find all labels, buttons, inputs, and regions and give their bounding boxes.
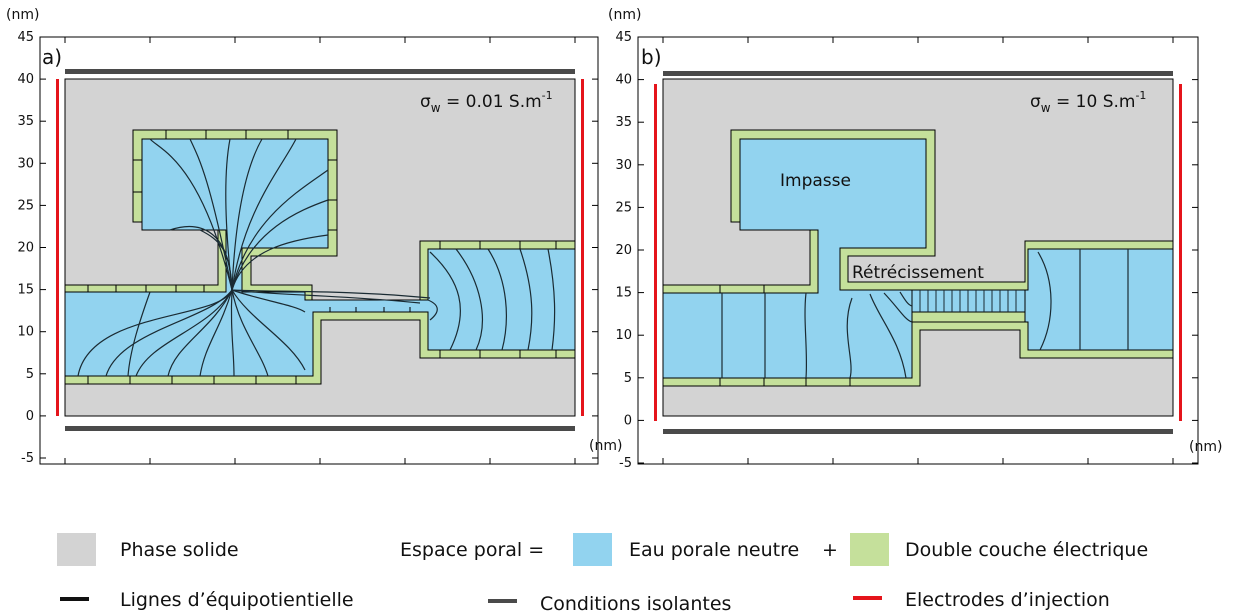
legend-water-swatch (573, 533, 612, 566)
panel-a-label: a) (42, 45, 62, 69)
panel-b-label: b) (641, 45, 662, 69)
y-tick-label: 40 (615, 73, 632, 88)
y-tick-label: 0 (26, 409, 34, 424)
panel-a-insulating-top (65, 69, 575, 74)
legend-solid-label: Phase solide (120, 539, 239, 561)
y-tick-label: 10 (615, 328, 632, 343)
panel-a-electrode-left (56, 79, 59, 416)
x-tick-label: 0 (61, 469, 69, 470)
x-tick-label: 50 (1080, 469, 1097, 470)
panel-a-conductivity: σw = 0.01 S.m-1 (420, 89, 553, 115)
y-tick-label: 25 (17, 198, 34, 213)
legend-insulating-swatch (488, 599, 517, 603)
legend: Phase solide Espace poral = Eau porale n… (57, 533, 1148, 614)
x-tick-label: 50 (482, 469, 499, 470)
panel-b-equipotential-lines (721, 249, 1129, 379)
legend-plus: + (822, 539, 838, 561)
x-tick-label: 30 (312, 469, 329, 470)
panel-a-layer-ticks (87, 130, 557, 384)
y-tick-label: 45 (17, 30, 34, 45)
y-tick-label: 20 (615, 243, 632, 258)
panel-b: (nm) (nm) b) σw = 10 S.m-1 Impasse Rétré… (608, 7, 1222, 470)
x-tick-label: 40 (397, 469, 414, 470)
legend-pore-space-label: Espace poral = (400, 539, 544, 561)
panel-b-conductivity: σw = 10 S.m-1 (1030, 89, 1146, 115)
x-tick-label: 60 (1165, 469, 1182, 470)
y-tick-label: 20 (17, 241, 34, 256)
y-tick-label: 15 (17, 283, 34, 298)
panel-a-electrode-right (581, 79, 584, 416)
y-tick-label: -5 (619, 456, 632, 470)
y-tick-label: 35 (17, 114, 34, 129)
panel-b-dead-end-label: Impasse (780, 171, 851, 191)
y-tick-label: 5 (624, 371, 632, 386)
y-tick-label: 5 (26, 367, 34, 382)
x-tick-label: 0 (659, 469, 667, 470)
legend-double-layer-swatch (850, 533, 889, 566)
panel-a-tick-labels: 0 10 20 30 40 50 60 -5 0 5 10 15 20 25 30 35 40 45 (17, 30, 583, 470)
panel-b-constriction-label: Rétrécissement (852, 263, 984, 283)
y-tick-label: -5 (21, 451, 34, 466)
panel-b-x-unit: (nm) (1189, 439, 1222, 455)
panel-b-insulating-bottom (663, 429, 1173, 434)
panel-a: (nm) (nm) a) σw = 0.01 S.m-1 01020304050… (6, 7, 622, 470)
legend-insulating-label: Conditions isolantes (540, 593, 731, 614)
legend-equipotential-swatch (60, 597, 89, 601)
y-tick-label: 30 (615, 158, 632, 173)
panel-a-equipotential-lines (77, 138, 556, 377)
legend-equipotential-label: Lignes d’équipotientielle (120, 589, 354, 611)
panel-b-electrode-right (1179, 84, 1182, 421)
y-tick-label: 0 (624, 413, 632, 428)
x-tick-label: 10 (142, 469, 159, 470)
panel-b-constriction-layer (911, 311, 1026, 323)
panel-a-insulating-bottom (65, 426, 575, 431)
panel-a-pore-water (64, 138, 576, 377)
y-tick-label: 30 (17, 156, 34, 171)
y-tick-label: 40 (17, 72, 34, 87)
legend-electrode-swatch (853, 596, 882, 600)
x-tick-label: 20 (227, 469, 244, 470)
panel-b-constriction-lines (919, 290, 1017, 312)
figure: (nm) (nm) a) σw = 0.01 S.m-1 01020304050… (6, 7, 1222, 470)
x-tick-label: 40 (995, 469, 1012, 470)
panel-b-insulating-top (663, 71, 1173, 76)
panel-b-tick-labels: 0 10 20 30 40 50 60 -5 0 5 10 15 20 25 30 35 40 45 (615, 30, 1181, 470)
y-tick-label: 15 (615, 286, 632, 301)
x-tick-label: 30 (910, 469, 927, 470)
y-tick-label: 10 (17, 325, 34, 340)
y-tick-label: 35 (615, 115, 632, 130)
panel-b-axis-ticks (638, 36, 1198, 464)
y-tick-label: 45 (615, 30, 632, 45)
legend-solid-swatch (57, 533, 96, 566)
panel-a-x-unit: (nm) (589, 438, 622, 454)
legend-water-label: Eau porale neutre (629, 539, 799, 561)
panel-a-y-unit: (nm) (6, 7, 39, 23)
panel-b-electrode-left (654, 84, 657, 421)
x-tick-label: 60 (567, 469, 584, 470)
panel-b-layer-ticks (719, 285, 851, 386)
panel-a-axis-ticks (40, 36, 598, 464)
y-tick-label: 25 (615, 200, 632, 215)
x-tick-label: 10 (740, 469, 757, 470)
panel-b-y-unit: (nm) (608, 7, 641, 23)
legend-double-layer-label: Double couche électrique (905, 539, 1148, 561)
x-tick-label: 20 (825, 469, 842, 470)
legend-electrode-label: Electrodes d’injection (905, 589, 1110, 611)
